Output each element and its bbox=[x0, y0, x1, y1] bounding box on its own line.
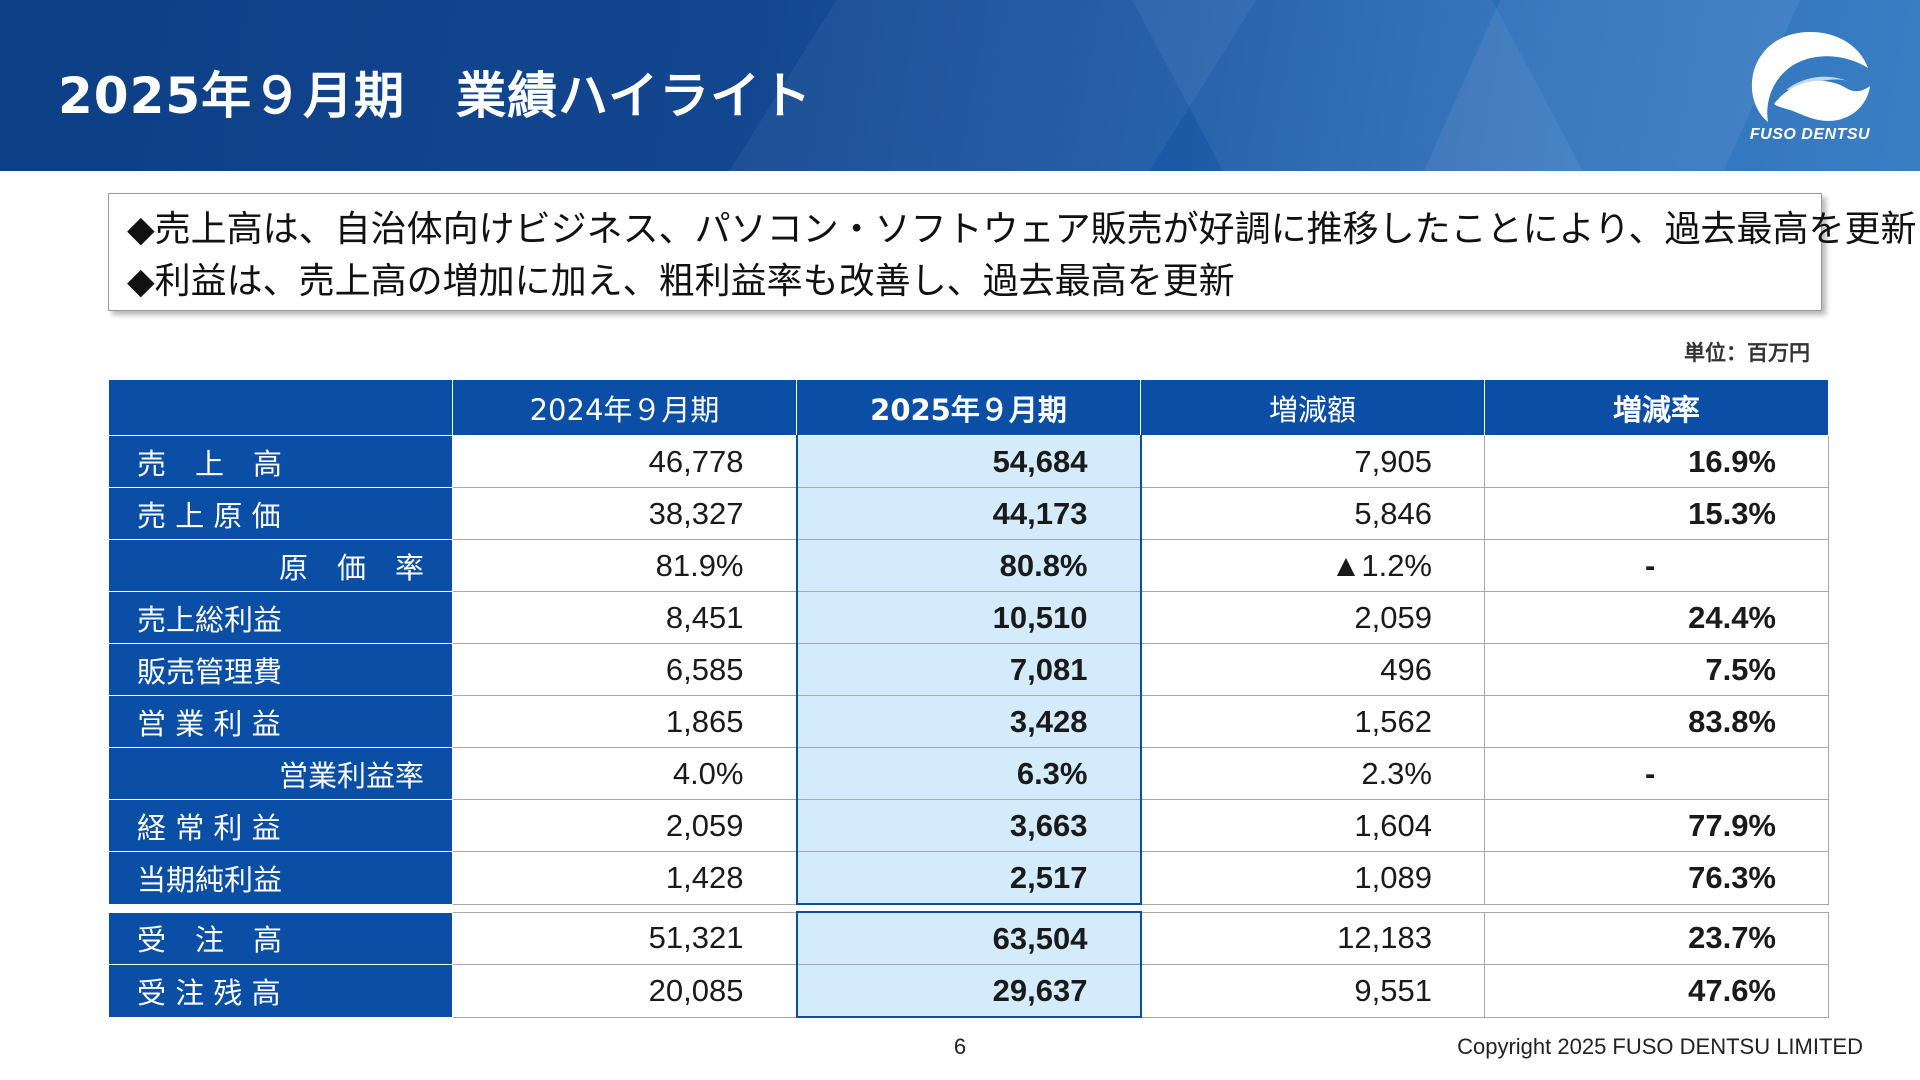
cell-change: 12,183 bbox=[1140, 911, 1485, 965]
cell-change: 2,059 bbox=[1140, 591, 1485, 644]
row-label: 原 価 率 bbox=[108, 539, 453, 592]
table-spacer bbox=[109, 904, 1829, 912]
cell-change: 9,551 bbox=[1140, 964, 1485, 1018]
company-logo: FUSO DENTSU bbox=[1740, 28, 1880, 158]
column-header-rate: 増減率 bbox=[1484, 379, 1829, 436]
cell-fy2025: 7,081 bbox=[795, 643, 1142, 696]
cell-rate: 16.9% bbox=[1484, 435, 1829, 488]
row-label: 受 注 高 bbox=[108, 911, 453, 965]
cell-change: 1,604 bbox=[1140, 799, 1485, 852]
cell-fy2024: 1,428 bbox=[452, 851, 797, 905]
cell-fy2024: 51,321 bbox=[452, 911, 797, 965]
cell-rate: 76.3% bbox=[1484, 851, 1829, 905]
table-row: 営業利益率 4.0% 6.3% 2.3% - bbox=[108, 747, 1829, 800]
cell-rate: 47.6% bbox=[1484, 964, 1829, 1018]
cell-fy2024: 4.0% bbox=[452, 747, 797, 800]
financial-highlights-table: 2024年９月期 2025年９月期 増減額 増減率 売 上 高 46,778 5… bbox=[108, 379, 1829, 1018]
cell-rate: 77.9% bbox=[1484, 799, 1829, 852]
table-row: 営 業 利 益 1,865 3,428 1,562 83.8% bbox=[108, 695, 1829, 748]
unit-label: 単位：百万円 bbox=[1684, 341, 1810, 365]
row-label: 経 常 利 益 bbox=[108, 799, 453, 852]
cell-change: 2.3% bbox=[1140, 747, 1485, 800]
page-title: 2025年９月期 業績ハイライト bbox=[58, 67, 813, 125]
cell-fy2024: 38,327 bbox=[452, 487, 797, 540]
row-label: 売 上 高 bbox=[108, 435, 453, 488]
table-row: 売 上 原 価 38,327 44,173 5,846 15.3% bbox=[108, 487, 1829, 540]
cell-change: 1,562 bbox=[1140, 695, 1485, 748]
cell-fy2025: 54,684 bbox=[795, 435, 1142, 488]
cell-fy2025: 2,517 bbox=[795, 851, 1142, 905]
column-header-item bbox=[108, 379, 453, 436]
cell-fy2024: 8,451 bbox=[452, 591, 797, 644]
cell-change: 1,089 bbox=[1140, 851, 1485, 905]
row-label: 販売管理費 bbox=[108, 643, 453, 696]
cell-fy2024: 20,085 bbox=[452, 964, 797, 1018]
row-label: 当期純利益 bbox=[108, 851, 453, 905]
row-label: 営 業 利 益 bbox=[108, 695, 453, 748]
table-row: 売 上 高 46,778 54,684 7,905 16.9% bbox=[108, 435, 1829, 488]
cell-change: ▲1.2% bbox=[1140, 539, 1485, 592]
column-header-change: 増減額 bbox=[1140, 379, 1485, 436]
cell-fy2024: 1,865 bbox=[452, 695, 797, 748]
table-row: 当期純利益 1,428 2,517 1,089 76.3% bbox=[108, 851, 1829, 905]
cell-change: 496 bbox=[1140, 643, 1485, 696]
table-row: 受 注 高 51,321 63,504 12,183 23.7% bbox=[108, 911, 1829, 965]
summary-line: ◆利益は、売上高の増加に加え、粗利益率も改善し、過去最高を更新 bbox=[127, 261, 1235, 302]
cell-rate: 24.4% bbox=[1484, 591, 1829, 644]
table-row: 売上総利益 8,451 10,510 2,059 24.4% bbox=[108, 591, 1829, 644]
column-header-fy2025: 2025年９月期 bbox=[796, 379, 1141, 436]
cell-fy2025: 6.3% bbox=[795, 747, 1142, 800]
summary-line: ◆売上高は、自治体向けビジネス、パソコン・ソフトウェア販売が好調に推移したことに… bbox=[127, 209, 1917, 250]
cell-rate: 23.7% bbox=[1484, 911, 1829, 965]
cell-rate: - bbox=[1484, 539, 1829, 592]
cell-rate: 7.5% bbox=[1484, 643, 1829, 696]
cell-fy2025: 29,637 bbox=[795, 964, 1142, 1018]
cell-fy2025: 10,510 bbox=[795, 591, 1142, 644]
cell-fy2024: 2,059 bbox=[452, 799, 797, 852]
table-row: 販売管理費 6,585 7,081 496 7.5% bbox=[108, 643, 1829, 696]
cell-fy2025: 63,504 bbox=[795, 911, 1142, 965]
row-label: 受 注 残 高 bbox=[108, 964, 453, 1018]
cell-rate: 83.8% bbox=[1484, 695, 1829, 748]
cell-fy2024: 6,585 bbox=[452, 643, 797, 696]
cell-fy2025: 44,173 bbox=[795, 487, 1142, 540]
cell-fy2025: 80.8% bbox=[795, 539, 1142, 592]
summary-box: ◆売上高は、自治体向けビジネス、パソコン・ソフトウェア販売が好調に推移したことに… bbox=[108, 193, 1917, 311]
cell-rate: 15.3% bbox=[1484, 487, 1829, 540]
page-number: 6 bbox=[953, 1034, 967, 1059]
cell-fy2024: 81.9% bbox=[452, 539, 797, 592]
table-row: 原 価 率 81.9% 80.8% ▲1.2% - bbox=[108, 539, 1829, 592]
row-label: 営業利益率 bbox=[108, 747, 453, 800]
cell-fy2025: 3,663 bbox=[795, 799, 1142, 852]
cell-fy2025: 3,428 bbox=[795, 695, 1142, 748]
table-row: 経 常 利 益 2,059 3,663 1,604 77.9% bbox=[108, 799, 1829, 852]
table-row: 受 注 残 高 20,085 29,637 9,551 47.6% bbox=[108, 964, 1829, 1018]
cell-rate: - bbox=[1484, 747, 1829, 800]
row-label: 売 上 原 価 bbox=[108, 487, 453, 540]
row-label: 売上総利益 bbox=[108, 591, 453, 644]
logo-wordmark: FUSO DENTSU bbox=[1749, 126, 1871, 143]
cell-change: 5,846 bbox=[1140, 487, 1485, 540]
cell-fy2024: 46,778 bbox=[452, 435, 797, 488]
column-header-fy2024: 2024年９月期 bbox=[452, 379, 797, 436]
logo-mark-icon bbox=[1751, 32, 1870, 122]
header-banner: 2025年９月期 業績ハイライト FUSO DENTSU bbox=[0, 0, 1920, 171]
cell-change: 7,905 bbox=[1140, 435, 1485, 488]
table-header-row: 2024年９月期 2025年９月期 増減額 増減率 bbox=[108, 379, 1829, 436]
copyright-text: Copyright 2025 FUSO DENTSU LIMITED bbox=[1457, 1034, 1863, 1059]
